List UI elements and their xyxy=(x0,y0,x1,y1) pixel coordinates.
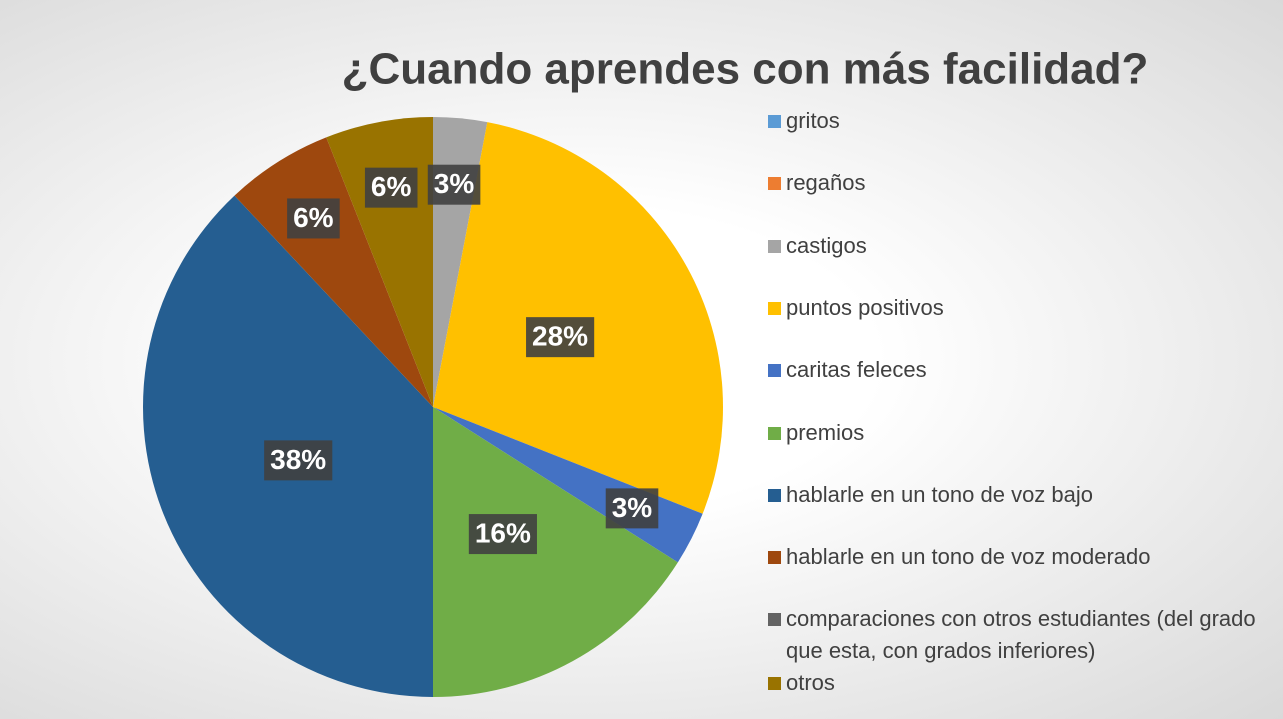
data-label-box xyxy=(468,514,537,555)
data-label: 6% xyxy=(371,171,412,202)
legend-label: gritos xyxy=(786,108,840,133)
data-label-box xyxy=(605,488,659,529)
legend-label: hablarle en un tono de voz bajo xyxy=(786,482,1094,507)
data-label: 6% xyxy=(293,202,334,233)
data-label-box xyxy=(526,317,595,358)
legend-item: premios xyxy=(768,417,1283,449)
legend-swatch xyxy=(768,364,781,377)
legend-item: gritos xyxy=(768,105,1283,137)
legend-swatch xyxy=(768,240,781,253)
legend-swatch xyxy=(768,677,781,690)
legend-swatch xyxy=(768,613,781,626)
legend-item: castigos xyxy=(768,230,1283,262)
legend-swatch xyxy=(768,551,781,564)
data-label: 28% xyxy=(532,321,588,352)
legend-label: comparaciones con otros estudiantes (del… xyxy=(786,606,1256,663)
data-label: 38% xyxy=(270,444,326,475)
legend-item: comparaciones con otros estudiantes (del… xyxy=(768,603,1283,667)
data-label-box xyxy=(264,440,333,481)
legend-swatch xyxy=(768,489,781,502)
legend-label: puntos positivos xyxy=(786,295,944,320)
chart-title: ¿Cuando aprendes con más facilidad? xyxy=(342,45,1149,94)
legend-item: regaños xyxy=(768,167,1283,199)
legend-swatch xyxy=(768,177,781,190)
legend-label: otros xyxy=(786,670,835,695)
pie-slice xyxy=(234,137,433,408)
legend-item: otros xyxy=(768,667,1283,699)
legend-item: hablarle en un tono de voz bajo xyxy=(768,479,1283,511)
data-label-box xyxy=(287,198,340,239)
legend-swatch xyxy=(768,115,781,128)
data-label: 16% xyxy=(475,517,531,548)
legend-label: regaños xyxy=(786,170,866,195)
data-label-box xyxy=(427,164,481,205)
legend-label: castigos xyxy=(786,233,867,258)
legend-swatch xyxy=(768,427,781,440)
data-label-box xyxy=(364,167,418,208)
legend-item: puntos positivos xyxy=(768,292,1283,324)
legend-swatch xyxy=(768,302,781,315)
data-label: 3% xyxy=(434,168,475,199)
pie-slice xyxy=(433,407,678,697)
legend-label: caritas feleces xyxy=(786,357,927,382)
legend-label: premios xyxy=(786,420,865,445)
legend-item: caritas feleces xyxy=(768,354,1283,386)
legend-item: hablarle en un tono de voz moderado xyxy=(768,541,1283,573)
legend-label: hablarle en un tono de voz moderado xyxy=(786,544,1151,569)
data-label: 3% xyxy=(612,492,653,523)
